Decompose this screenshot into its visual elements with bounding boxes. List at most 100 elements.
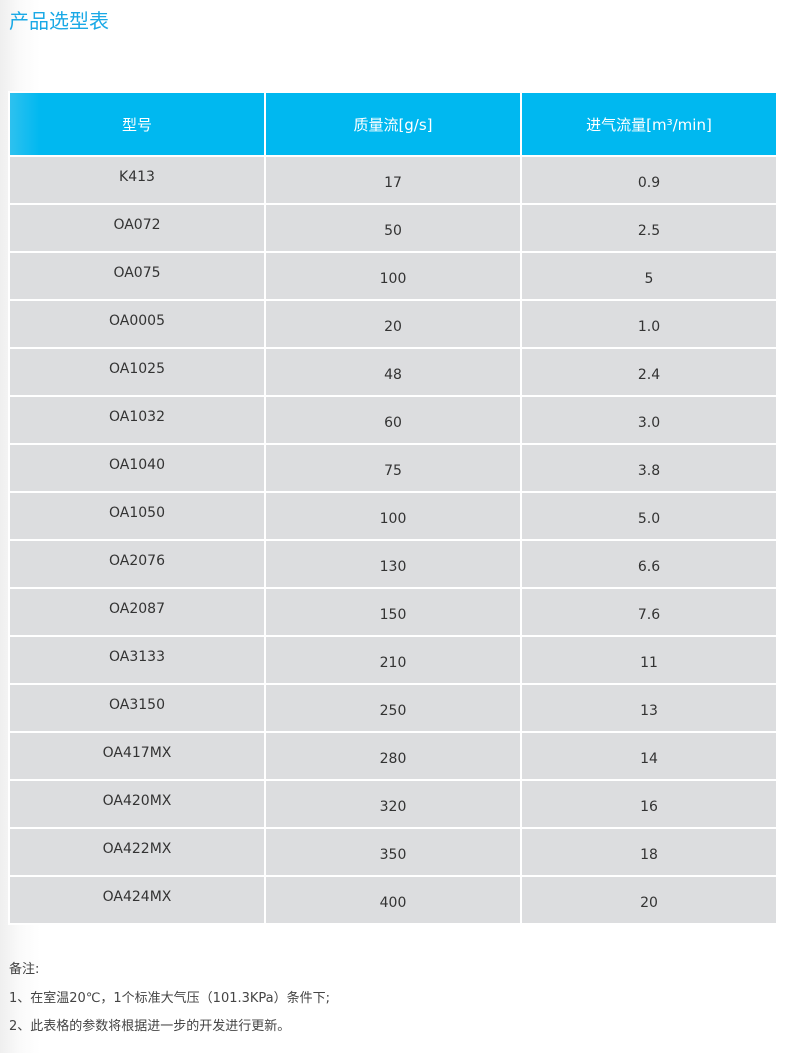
table-row: OA1050 100 5.0 [8,491,778,541]
cell-model-text: OA1032 [109,409,165,425]
cell-intake-flow-text: 11 [640,655,658,671]
cell-model-text: OA417MX [102,745,172,761]
notes: 备注: 1、在室温20℃，1个标准大气压（101.3KPa）条件下; 2、此表格… [9,956,330,1042]
cell-model: OA2087 [8,587,266,637]
cell-mass-flow: 350 [264,827,522,877]
cell-intake-flow-text: 13 [640,703,658,719]
cell-intake-flow: 6.6 [520,539,778,589]
cell-intake-flow-text: 16 [640,799,658,815]
cell-mass-flow: 100 [264,251,522,301]
table-row: OA3133 210 11 [8,635,778,685]
cell-intake-flow-text: 3.0 [637,415,661,431]
note-item: 2、此表格的参数将根据进一步的开发进行更新。 [9,1019,291,1034]
cell-model-text: OA420MX [102,793,172,809]
cell-mass-flow-text: 250 [379,703,407,719]
cell-intake-flow-text: 1.0 [637,319,661,335]
cell-mass-flow-text: 210 [379,655,407,671]
table-row: OA424MX 400 20 [8,875,778,925]
cell-model: OA2076 [8,539,266,589]
cell-intake-flow-text: 18 [640,847,658,863]
cell-intake-flow: 18 [520,827,778,877]
cell-mass-flow: 20 [264,299,522,349]
cell-mass-flow-text: 75 [384,463,402,479]
cell-model: OA417MX [8,731,266,781]
cell-mass-flow-text: 60 [384,415,402,431]
table-row: OA3150 250 13 [8,683,778,733]
cell-model-text: OA1025 [109,361,165,377]
table-row: K413 17 0.9 [8,155,778,205]
cell-mass-flow: 100 [264,491,522,541]
cell-intake-flow: 20 [520,875,778,925]
table-row: OA075 100 5 [8,251,778,301]
cell-mass-flow: 48 [264,347,522,397]
cell-mass-flow: 280 [264,731,522,781]
cell-intake-flow-text: 20 [640,895,658,911]
cell-model-text: OA0005 [109,313,165,329]
cell-model: OA3150 [8,683,266,733]
cell-intake-flow: 16 [520,779,778,829]
cell-model-text: OA072 [113,217,161,233]
cell-mass-flow-text: 20 [384,319,402,335]
cell-mass-flow: 320 [264,779,522,829]
cell-mass-flow: 130 [264,539,522,589]
page-title: 产品选型表 [9,9,109,33]
cell-mass-flow: 60 [264,395,522,445]
cell-intake-flow-text: 2.5 [637,223,661,239]
product-selection-table: 型号 质量流[g/s] 进气流量[m³/min] K413 17 0.9 OA072 5… [8,91,778,925]
cell-model-text: OA3133 [109,649,165,665]
cell-mass-flow: 17 [264,155,522,205]
cell-intake-flow: 7.6 [520,587,778,637]
table-row: OA072 50 2.5 [8,203,778,253]
cell-mass-flow: 150 [264,587,522,637]
cell-model: OA072 [8,203,266,253]
cell-mass-flow-text: 130 [379,559,407,575]
cell-model-text: OA075 [113,265,161,281]
cell-mass-flow: 50 [264,203,522,253]
cell-intake-flow-text: 3.8 [637,463,661,479]
cell-mass-flow-text: 48 [384,367,402,383]
cell-model: OA3133 [8,635,266,685]
cell-mass-flow-text: 320 [379,799,407,815]
cell-intake-flow: 3.8 [520,443,778,493]
cell-model-text: OA1040 [109,457,165,473]
table-row: OA1032 60 3.0 [8,395,778,445]
cell-model: OA1050 [8,491,266,541]
cell-intake-flow: 13 [520,683,778,733]
cell-intake-flow: 1.0 [520,299,778,349]
cell-intake-flow-text: 0.9 [637,175,661,191]
cell-mass-flow-text: 17 [384,175,402,191]
cell-intake-flow-text: 7.6 [637,607,661,623]
cell-mass-flow-text: 100 [379,511,407,527]
cell-intake-flow: 14 [520,731,778,781]
table-row: OA1040 75 3.8 [8,443,778,493]
cell-intake-flow: 5.0 [520,491,778,541]
table-row: OA2087 150 7.6 [8,587,778,637]
cell-mass-flow-text: 150 [379,607,407,623]
cell-mass-flow-text: 50 [384,223,402,239]
header-mass-flow: 质量流[g/s] [264,91,522,157]
cell-intake-flow: 5 [520,251,778,301]
cell-intake-flow: 2.5 [520,203,778,253]
table-row: OA0005 20 1.0 [8,299,778,349]
cell-intake-flow-text: 6.6 [637,559,661,575]
cell-mass-flow-text: 100 [379,271,407,287]
notes-label: 备注: [9,962,40,977]
cell-mass-flow: 75 [264,443,522,493]
cell-intake-flow: 0.9 [520,155,778,205]
table-row: OA422MX 350 18 [8,827,778,877]
table-row: OA417MX 280 14 [8,731,778,781]
cell-model-text: OA3150 [109,697,165,713]
cell-model-text: OA1050 [109,505,165,521]
cell-intake-flow: 2.4 [520,347,778,397]
cell-model-text: OA2087 [109,601,165,617]
cell-mass-flow: 250 [264,683,522,733]
cell-mass-flow-text: 280 [379,751,407,767]
table-row: OA1025 48 2.4 [8,347,778,397]
cell-mass-flow-text: 350 [379,847,407,863]
table-row: OA2076 130 6.6 [8,539,778,589]
header-intake-flow: 进气流量[m³/min] [520,91,778,157]
header-model: 型号 [8,91,266,157]
cell-model: OA1025 [8,347,266,397]
cell-intake-flow-text: 2.4 [637,367,661,383]
cell-model: OA424MX [8,875,266,925]
